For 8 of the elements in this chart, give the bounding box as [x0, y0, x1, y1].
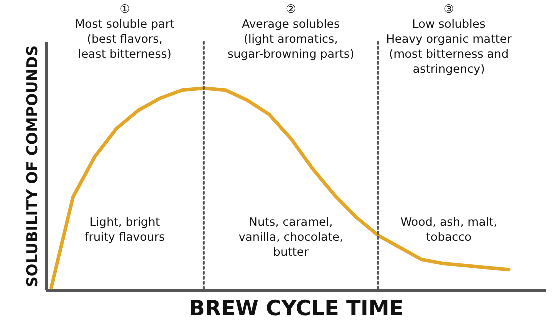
- x-axis-title: BREW CYCLE TIME: [189, 296, 404, 320]
- text: ② Average solubles (light aromatics, sugar-browning parts): [228, 2, 354, 61]
- annotation: Light, bright fruity flavours: [84, 215, 166, 244]
- annotation: Nuts, caramel, vanilla, chocolate, butter: [238, 215, 344, 259]
- text: ① Most soluble part (best flavors, least bitterness): [75, 2, 176, 61]
- y-axis-title: SOLUBILITY OF COMPOUNDS: [24, 46, 42, 288]
- text: ③ Low solubles Heavy organic matter (most bitterness and astringency): [386, 2, 512, 76]
- annotation: Wood, ash, malt, tobacco: [400, 215, 498, 244]
